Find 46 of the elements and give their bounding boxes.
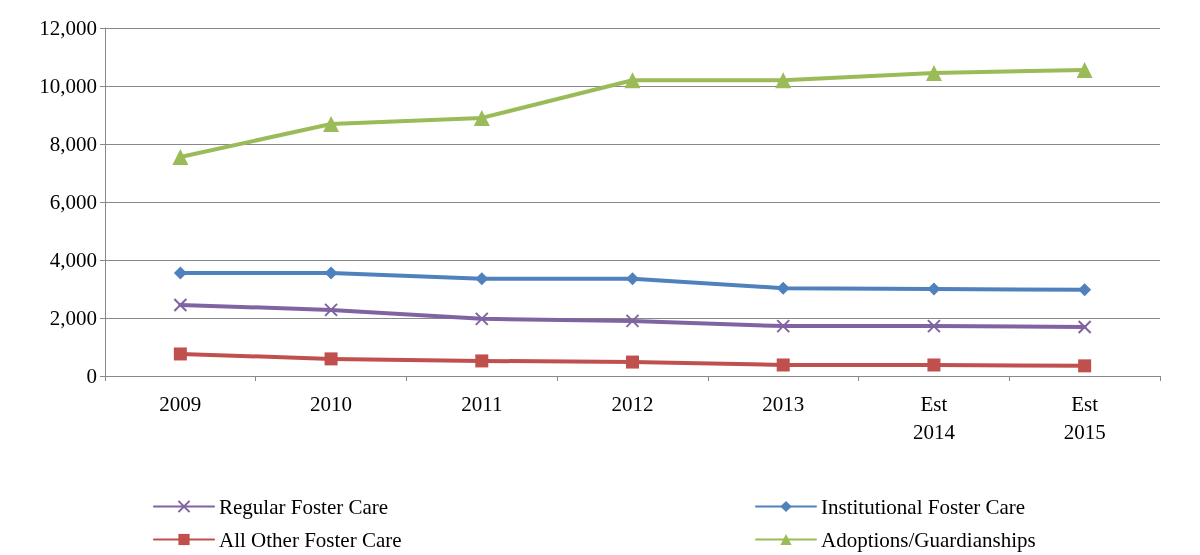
y-tick-label: 0 xyxy=(86,364,97,388)
point xyxy=(173,297,188,312)
y-tick-label: 2,000 xyxy=(49,306,97,330)
x-tick-label: 2012 xyxy=(611,392,654,416)
x-tick-label: 2011 xyxy=(461,392,503,416)
legend-label: All Other Foster Care xyxy=(219,527,402,552)
point xyxy=(475,272,489,286)
point xyxy=(624,72,641,89)
point xyxy=(475,354,489,368)
x-tick-label: 2013 xyxy=(762,392,805,416)
point xyxy=(925,64,942,81)
x-tick-label: Est 2014 xyxy=(912,392,956,444)
point xyxy=(173,266,187,280)
point xyxy=(474,311,489,326)
point xyxy=(776,358,790,372)
point xyxy=(323,115,340,132)
point xyxy=(625,313,640,328)
point xyxy=(324,352,338,366)
point xyxy=(1076,62,1093,79)
y-tick-label: 6,000 xyxy=(49,190,97,214)
legend-label: Institutional Foster Care xyxy=(821,494,1026,519)
point xyxy=(927,358,941,372)
point xyxy=(324,266,338,280)
point xyxy=(1077,319,1092,334)
y-tick-label: 10,000 xyxy=(39,74,97,98)
legend-label: Regular Foster Care xyxy=(219,494,389,519)
point xyxy=(776,319,791,334)
x-tick-label: Est 2015 xyxy=(1063,392,1106,444)
point xyxy=(1078,359,1092,373)
point xyxy=(173,347,187,361)
y-tick-label: 8,000 xyxy=(49,132,97,156)
point xyxy=(473,109,490,126)
point xyxy=(776,281,790,295)
x-tick-label: 2009 xyxy=(159,392,202,416)
point xyxy=(926,319,941,334)
point xyxy=(172,149,189,166)
legend-label: Adoptions/Guardianships xyxy=(821,527,1036,552)
y-tick-label: 12,000 xyxy=(39,16,97,40)
point xyxy=(626,272,639,286)
point xyxy=(775,72,792,89)
x-tick-label: 2010 xyxy=(310,392,353,416)
y-tick-label: 4,000 xyxy=(49,248,97,272)
point xyxy=(927,282,941,296)
point xyxy=(324,302,339,317)
point xyxy=(1078,283,1092,297)
point xyxy=(626,355,639,369)
